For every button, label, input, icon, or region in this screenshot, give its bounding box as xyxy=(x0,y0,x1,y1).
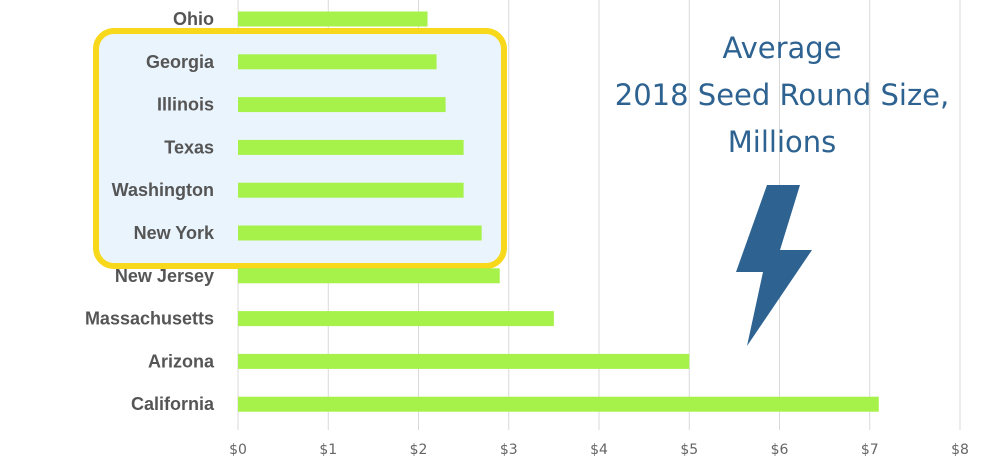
title-line-2: 2018 Seed Round Size, xyxy=(615,78,949,112)
bar xyxy=(238,139,464,155)
bar xyxy=(238,225,482,241)
x-axis-tick-labels: $0 $1 $2 $3 $4 $5 $6 $7 $8 xyxy=(229,442,969,458)
category-label: Washington xyxy=(112,180,214,200)
chart-title: Average 2018 Seed Round Size, Millions xyxy=(615,31,949,159)
category-label: Ohio xyxy=(173,9,214,29)
category-label: Arizona xyxy=(148,351,215,371)
x-tick-label: $1 xyxy=(319,442,337,458)
x-tick-label: $2 xyxy=(410,442,428,458)
bar xyxy=(238,97,446,113)
x-tick-label: $7 xyxy=(861,442,879,458)
x-tick-label: $0 xyxy=(229,442,247,458)
category-label: New Jersey xyxy=(115,266,214,286)
lightning-bolt-icon xyxy=(736,185,812,346)
category-label: New York xyxy=(134,223,215,243)
bar xyxy=(238,182,464,198)
bar xyxy=(238,353,690,369)
x-tick-label: $4 xyxy=(590,442,608,458)
bar xyxy=(238,11,428,27)
x-tick-label: $6 xyxy=(771,442,789,458)
category-label: Massachusetts xyxy=(85,309,214,329)
bar xyxy=(238,268,500,284)
category-label: Texas xyxy=(164,137,214,157)
title-line-3: Millions xyxy=(728,125,836,159)
x-tick-label: $5 xyxy=(680,442,698,458)
x-tick-label: $3 xyxy=(500,442,518,458)
category-label: Illinois xyxy=(157,95,214,115)
x-tick-label: $8 xyxy=(951,442,969,458)
bars xyxy=(238,11,879,412)
bar xyxy=(238,396,879,412)
category-label: Georgia xyxy=(146,52,215,72)
bar xyxy=(238,54,437,70)
bar xyxy=(238,311,554,327)
category-labels: Ohio Georgia Illinois Texas Washington New Yo… xyxy=(85,9,215,414)
title-line-1: Average xyxy=(722,31,841,65)
category-label: California xyxy=(131,394,215,414)
